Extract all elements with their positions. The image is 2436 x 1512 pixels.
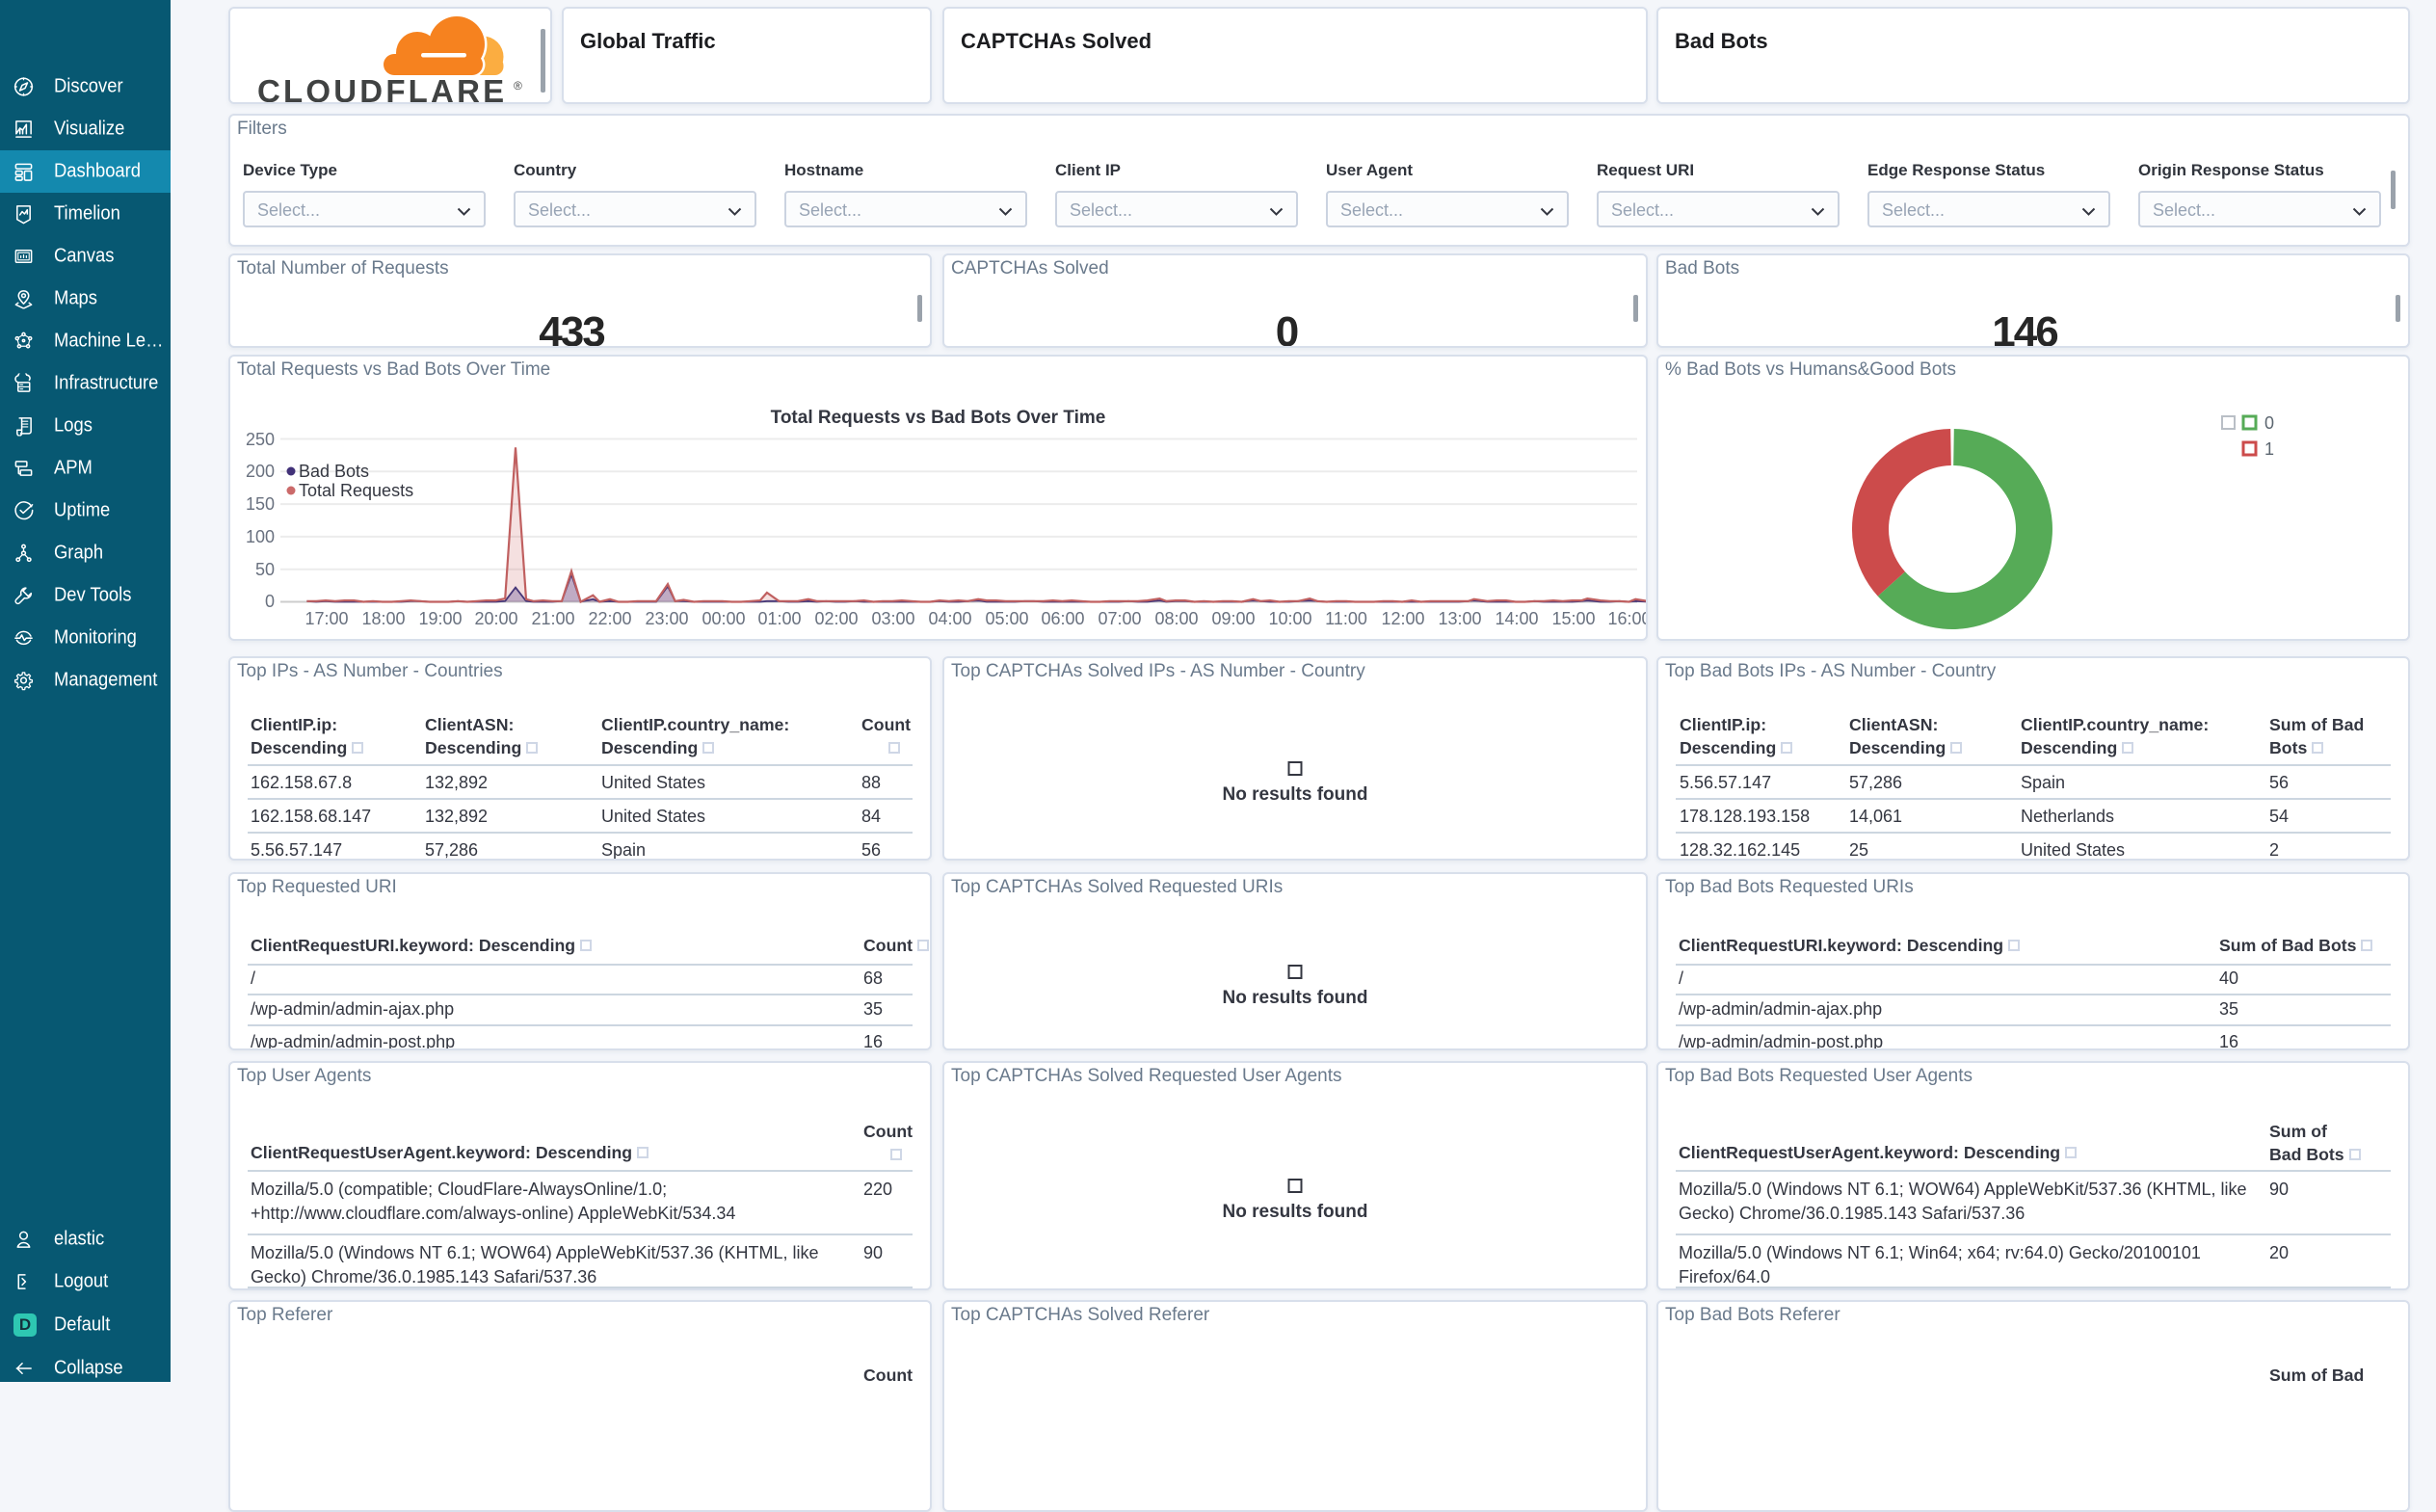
svg-text:23:00: 23:00 (645, 609, 688, 628)
svg-text:CLOUDFLARE: CLOUDFLARE (257, 73, 507, 102)
svg-text:18:00: 18:00 (361, 609, 405, 628)
svg-text:14:00: 14:00 (1495, 609, 1538, 628)
svg-text:19:00: 19:00 (418, 609, 462, 628)
svg-text:1: 1 (2264, 439, 2274, 459)
svg-text:17:00: 17:00 (304, 609, 348, 628)
svg-text:100: 100 (246, 527, 275, 546)
svg-text:200: 200 (246, 462, 275, 481)
svg-text:01:00: 01:00 (757, 609, 801, 628)
svg-text:05:00: 05:00 (985, 609, 1028, 628)
svg-text:22:00: 22:00 (588, 609, 631, 628)
svg-text:Total Requests: Total Requests (299, 481, 413, 500)
svg-text:Bad Bots: Bad Bots (299, 462, 369, 481)
svg-text:10:00: 10:00 (1268, 609, 1311, 628)
svg-text:250: 250 (246, 430, 275, 449)
svg-text:21:00: 21:00 (531, 609, 574, 628)
svg-text:15:00: 15:00 (1551, 609, 1595, 628)
svg-text:150: 150 (246, 494, 275, 514)
svg-text:0: 0 (265, 592, 275, 611)
svg-text:00:00: 00:00 (702, 609, 745, 628)
svg-text:13:00: 13:00 (1438, 609, 1481, 628)
svg-text:20:00: 20:00 (474, 609, 517, 628)
svg-text:04:00: 04:00 (928, 609, 971, 628)
svg-text:16:00: 16:00 (1607, 609, 1646, 628)
svg-text:09:00: 09:00 (1211, 609, 1255, 628)
svg-text:08:00: 08:00 (1154, 609, 1198, 628)
svg-text:®: ® (514, 79, 522, 93)
svg-text:03:00: 03:00 (871, 609, 914, 628)
svg-text:12:00: 12:00 (1381, 609, 1424, 628)
svg-text:02:00: 02:00 (814, 609, 858, 628)
svg-text:07:00: 07:00 (1098, 609, 1141, 628)
svg-text:11:00: 11:00 (1325, 609, 1367, 628)
svg-text:0: 0 (2264, 413, 2274, 433)
svg-text:06:00: 06:00 (1041, 609, 1084, 628)
svg-text:50: 50 (255, 560, 275, 579)
